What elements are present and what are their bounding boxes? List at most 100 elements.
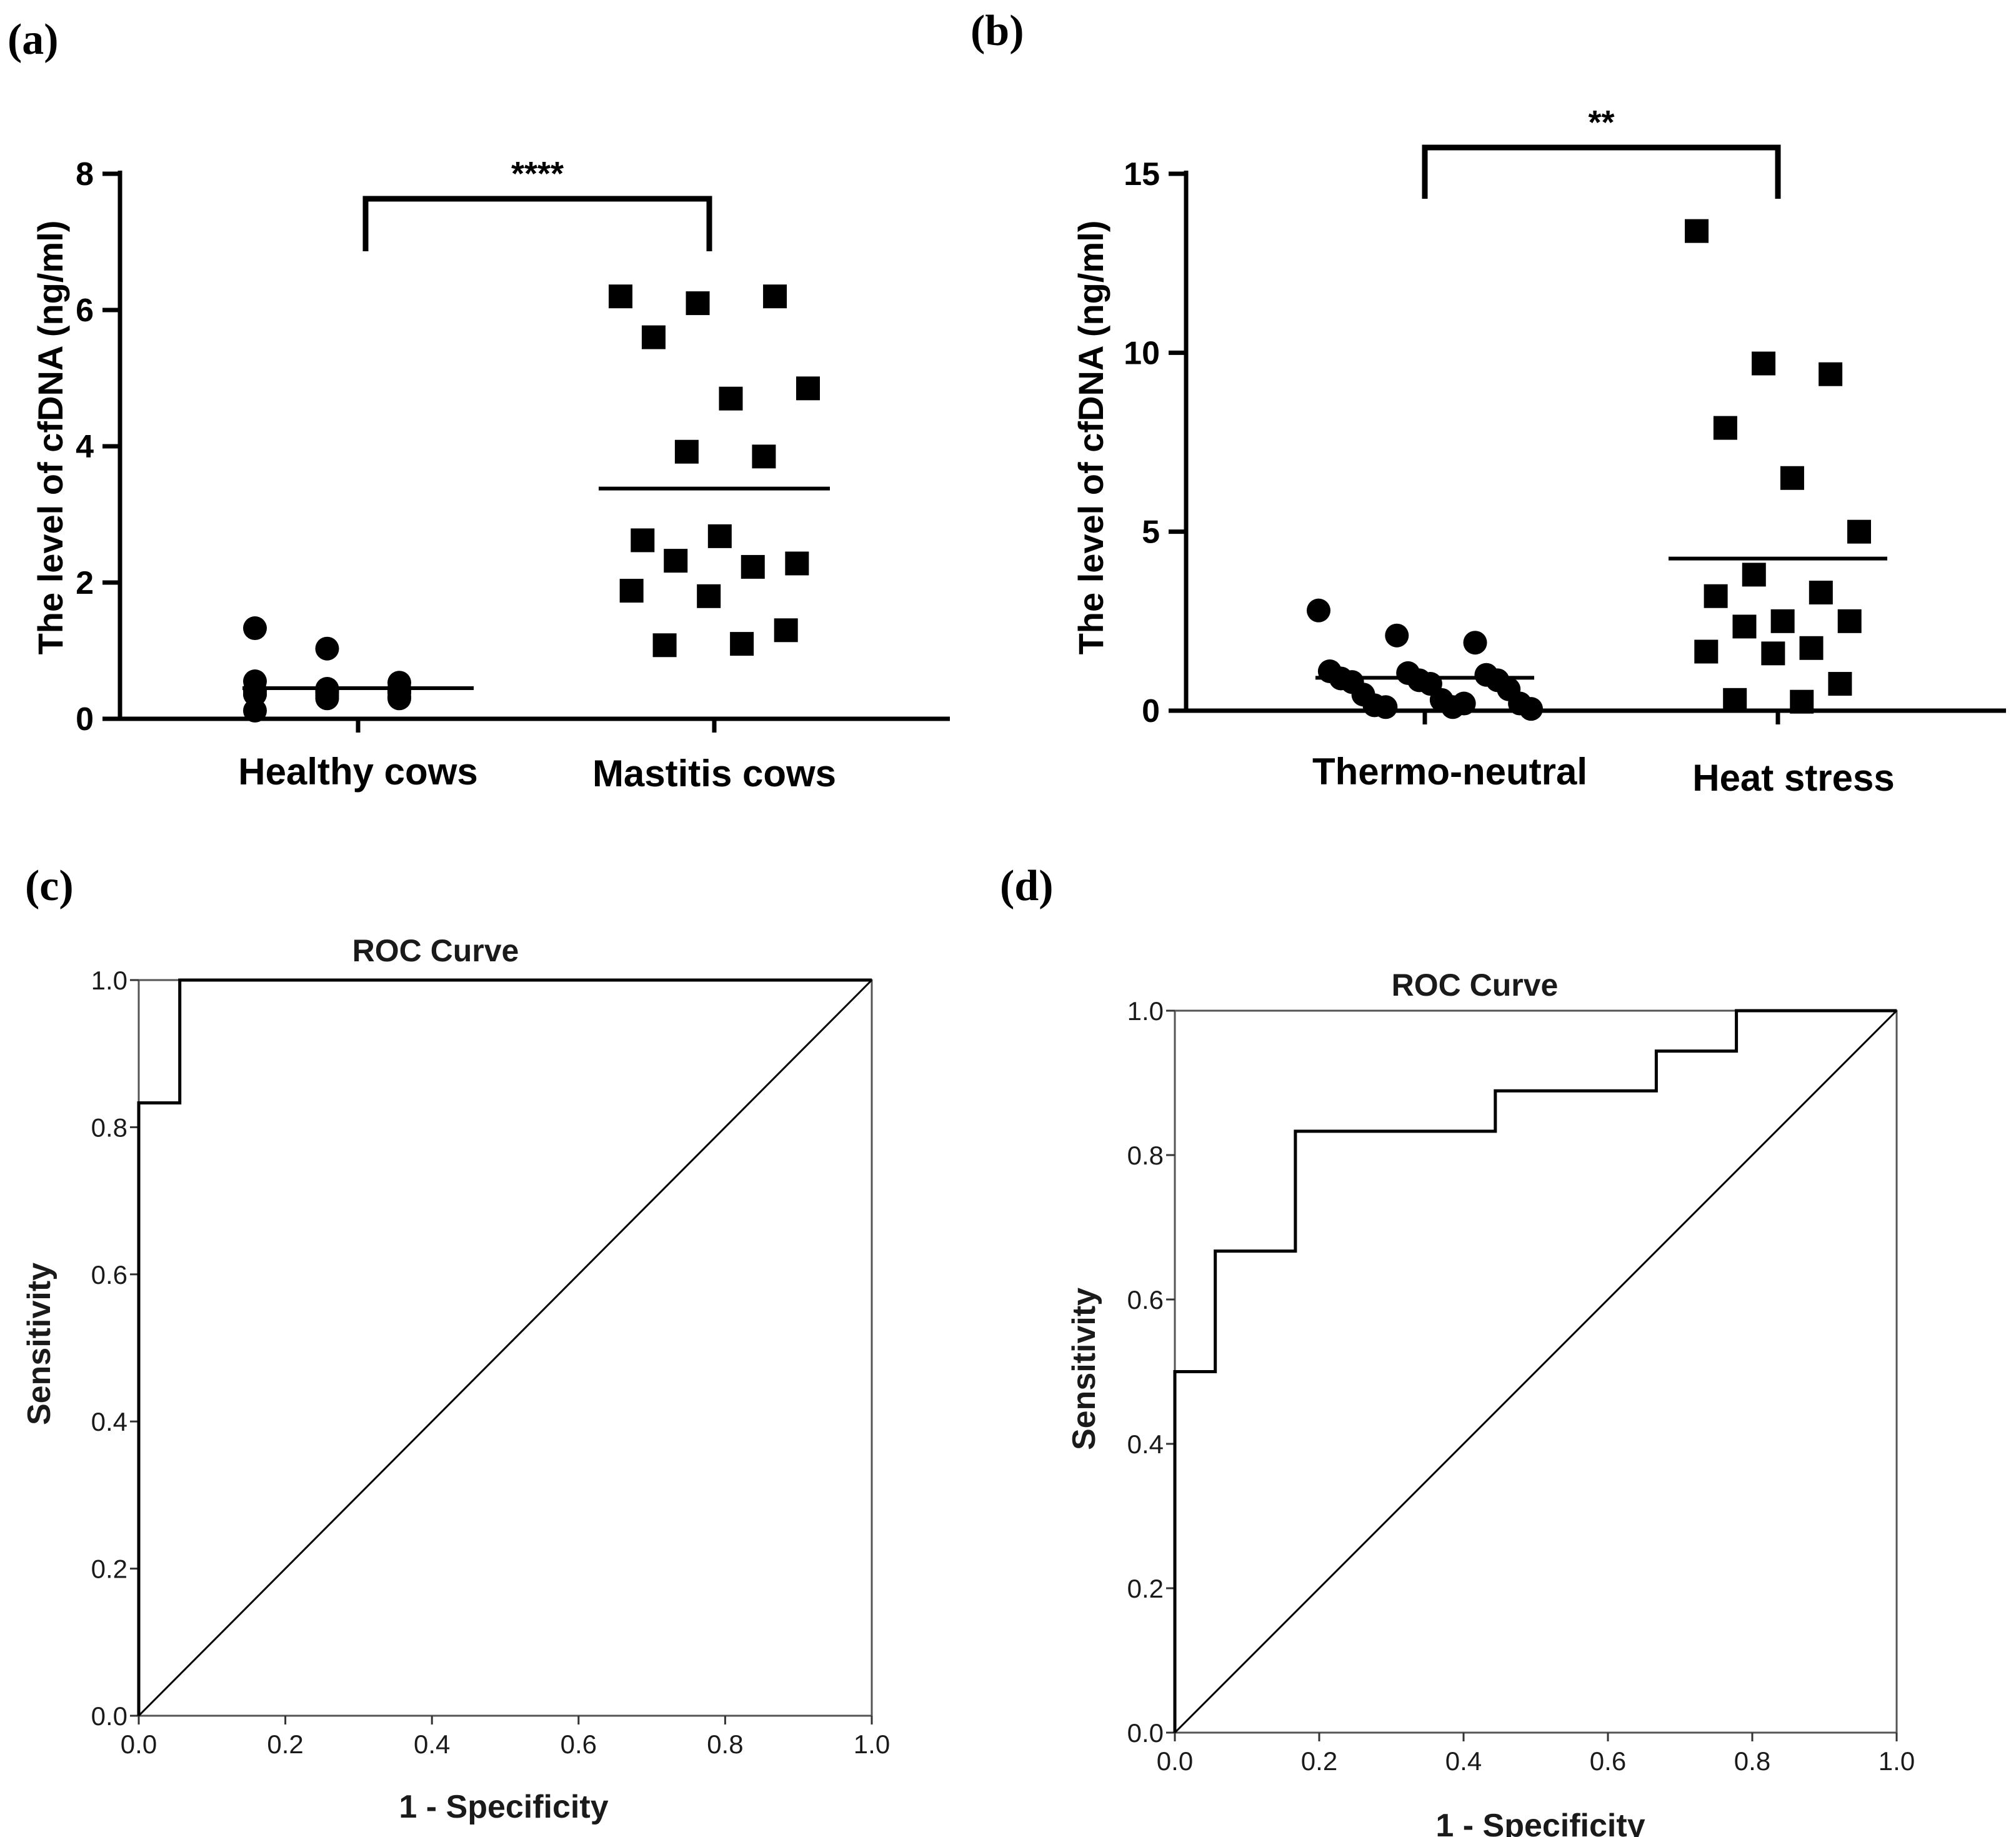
panel-d-x-tick-label: 1.0 [1879,1746,1915,1776]
panel-b-point-group2 [1713,416,1737,440]
panel-a-point-group2 [707,524,732,548]
panel-b-point-group2 [1761,641,1785,666]
panel-a-point-group2 [697,584,721,608]
panel-c-ylabel: Sensitivity [21,1263,57,1425]
panel-a-y-tick-label: 6 [76,293,94,329]
panel-c-label: (c) [25,862,74,910]
panel-d-y-tick-label: 1.0 [1127,996,1164,1026]
panel-b-significance-label: ** [1588,104,1614,141]
panel-b-point-group2 [1732,614,1757,639]
panel-c-y-tick-label: 0.8 [91,1113,127,1142]
panel-d: (d) ROC Curve 1 - Specificity Sensitivit… [1000,862,1915,1837]
panel-c-y-tick-label: 0.6 [91,1260,127,1289]
panel-a-category-label: Mastitis cows [592,753,836,794]
panel-a-significance-bracket [362,196,712,251]
panel-b-significance-bracket [1422,144,1781,199]
panel-d-plot: 0.0 0.2 0.4 0.6 0.8 1.0 0.0 0.2 0.4 0.6 0.8 1.0 [1127,996,1915,1776]
panel-a-point-group2 [652,633,677,658]
panel-a-label: (a) [7,16,59,64]
panel-c-y-tick-label: 0.4 [91,1407,127,1436]
panel-d-reference-line [1174,1009,1898,1734]
panel-b-label: (b) [971,7,1024,55]
panel-a-point-group2 [763,284,787,309]
panel-b-y-tick-label: 15 [1124,156,1160,193]
panel-c-y-tick-label: 1.0 [91,966,127,995]
panel-a-point-group1 [243,698,267,723]
panel-b-point-group1 [1374,695,1398,719]
panel-a-point-group2 [785,551,809,576]
panel-a-point-group1 [315,636,339,661]
panel-b-category-label: Heat stress [1692,757,1895,799]
panel-b-point-group2 [1704,584,1728,608]
panel-b-point-group2 [1780,466,1804,490]
panel-d-y-tick-label: 0.0 [1127,1718,1164,1748]
panel-a-y-tick-label: 0 [76,701,94,738]
panel-d-y-tick-label: 0.8 [1127,1141,1164,1170]
panel-b-ylabel: The level of cfDNA (ng/ml) [1071,221,1110,655]
panel-d-y-tick-label: 0.2 [1127,1574,1164,1603]
panel-a-point-group2 [641,325,666,349]
panel-a-point-group2 [752,444,776,469]
panel-a-point-group2 [730,632,754,656]
panel-d-x-tick-label: 0.8 [1734,1746,1770,1776]
panel-b-point-group1 [1463,631,1487,655]
panel-b-point-group2 [1694,639,1719,664]
panel-b-point-group2 [1837,609,1862,633]
panel-a-point-group2 [741,554,765,579]
panel-a-point-group1 [243,678,267,703]
panel-b: (b) The level of cfDNA (ng/ml) 0 5 10 15 The… [971,7,2006,799]
panel-c-xlabel: 1 - Specificity [399,1789,608,1825]
panel-b-point-group2 [1799,636,1824,660]
panel-c-x-tick-label: 0.8 [707,1729,743,1759]
panel-d-x-tick-label: 0.4 [1445,1746,1482,1776]
panel-d-label: (d) [1000,862,1054,910]
panel-c-x-tick-label: 0.4 [414,1729,450,1759]
panel-b-y-tick-label: 10 [1124,335,1160,371]
panel-a-point-group2 [631,528,655,553]
panel-d-x-tick-label: 0.6 [1590,1746,1626,1776]
panel-a-point-group2 [664,549,688,573]
panel-c-plot: 0.0 0.2 0.4 0.6 0.8 1.0 0.0 0.2 0.4 0.6 0.8 1.0 [91,966,891,1759]
panel-c-y-tick-label: 0.0 [91,1701,127,1731]
panel-b-point-group2 [1723,688,1747,712]
panel-a-plot: 0 2 4 6 8 Healthy cows Mastitis cows **** [76,155,950,794]
panel-a-category-label: Healthy cows [238,751,477,793]
panel-b-y-tick-label: 5 [1142,514,1160,551]
panel-a-point-group2 [719,386,743,411]
panel-b-y-tick-label: 0 [1142,693,1160,729]
panel-a-point-group2 [796,376,820,401]
panel-c-x-tick-label: 0.2 [267,1729,303,1759]
panel-a-point-group2 [609,284,632,309]
panel-a-point-group2 [619,579,644,603]
panel-a: (a) The level of cfDNA (ng/ml) 0 2 4 6 8 Heal… [7,16,950,794]
panel-b-point-group1 [1519,697,1543,721]
panel-c-y-tick-label: 0.2 [91,1554,127,1584]
panel-c-x-tick-label: 0.0 [121,1729,157,1759]
panel-d-roc-curve [1173,1009,1897,1733]
panel-c-x-tick-label: 0.6 [561,1729,597,1759]
panel-a-y-tick-label: 2 [76,565,94,601]
panel-c-roc-curve [137,978,872,1716]
panel-a-y-tick-label: 8 [76,156,94,193]
panel-b-point-group2 [1790,689,1814,714]
panel-b-point-group1 [1385,623,1409,648]
panel-a-point-group2 [686,291,710,316]
panel-c-x-tick-label: 1.0 [854,1729,890,1759]
panel-d-y-tick-label: 0.4 [1127,1429,1164,1459]
panel-a-point-group2 [774,618,798,643]
panel-d-x-tick-label: 0.2 [1301,1746,1337,1776]
panel-b-plot: 0 5 10 15 Thermo-neutral Heat stress ** [1124,104,2006,799]
panel-b-point-group2 [1752,351,1776,376]
panel-d-ylabel: Sensitivity [1066,1288,1102,1450]
panel-b-point-group2 [1685,219,1709,243]
panel-a-point-group2 [674,439,699,464]
panel-b-point-group2 [1828,672,1852,696]
panel-a-significance-label: **** [511,155,564,193]
panel-c-title: ROC Curve [352,933,519,968]
panel-c: (c) ROC Curve 1 - Specificity Sensitivit… [21,862,890,1825]
panel-b-point-group2 [1770,609,1795,633]
panel-b-point-group2 [1809,581,1833,605]
panel-b-point-group1 [1452,691,1476,716]
panel-a-point-group1 [243,616,267,641]
